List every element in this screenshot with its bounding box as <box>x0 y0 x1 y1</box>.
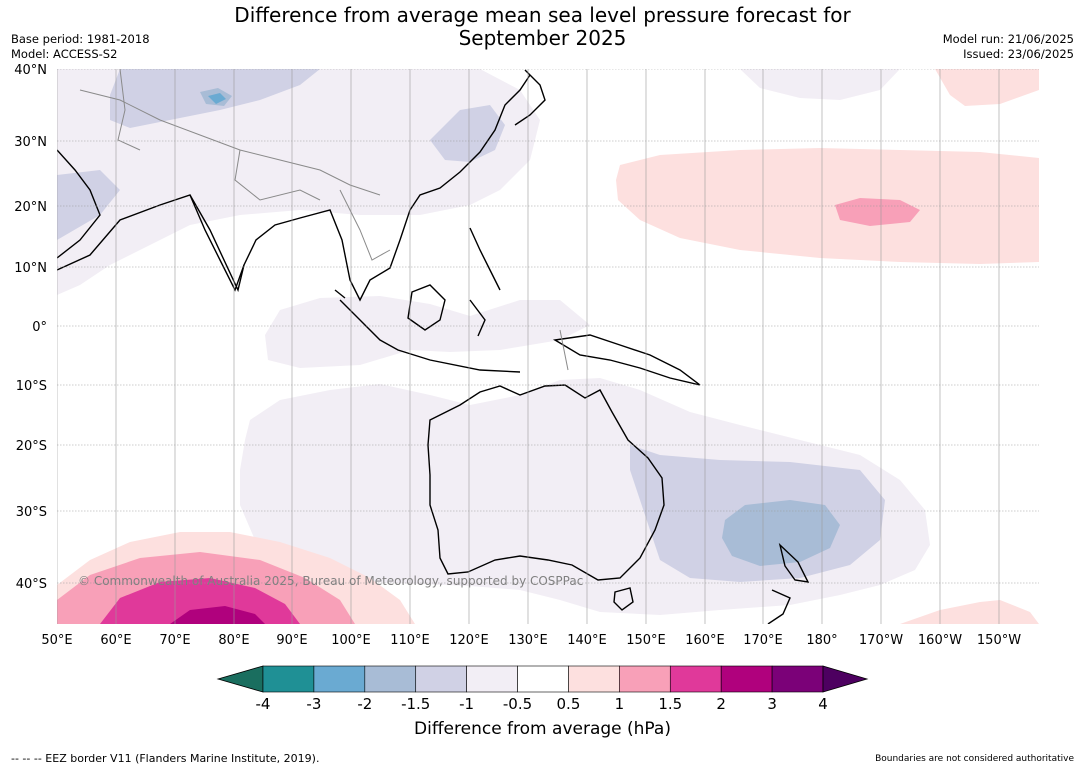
negative-anomaly-north <box>57 69 540 295</box>
colorbar-swatch <box>720 665 773 693</box>
colorbar-tick-label: 1.5 <box>658 695 682 713</box>
copyright-notice: © Commonwealth of Australia 2025, Bureau… <box>78 574 584 588</box>
colorbar: -4 -3 -2 -1.5 -1 -0.5 0.5 1 1.5 2 3 4 <box>216 665 869 713</box>
lon-label: 110°E <box>390 633 430 648</box>
colorbar-tick-label: -1.5 <box>401 695 430 713</box>
country-borders <box>79 69 569 371</box>
base-period: Base period: 1981-2018 <box>11 32 150 46</box>
colorbar-title: Difference from average (hPa) <box>414 719 671 739</box>
colorbar-swatch <box>771 665 824 693</box>
anomaly-greyblue-tasman <box>722 500 840 566</box>
colorbar-tick-label: 4 <box>818 695 828 713</box>
lon-label: 50°E <box>41 633 72 648</box>
colorbar-tick-label: -4 <box>256 695 271 713</box>
borneo-coastline <box>407 284 446 331</box>
title-line-1: Difference from average mean sea level p… <box>234 3 851 27</box>
anomaly-pink-pacific <box>835 198 920 226</box>
lon-label: 90°E <box>276 633 307 648</box>
japan-coastline <box>514 69 546 126</box>
map-panel <box>57 69 1039 624</box>
positive-anomaly-north-pacific <box>616 148 1039 264</box>
colorbar-swatch <box>313 665 366 693</box>
colorbar-tick-label: 3 <box>767 695 777 713</box>
negative-anomaly-ne-pacific <box>740 69 900 100</box>
lon-label: 100°E <box>331 633 371 648</box>
lon-label: 60°E <box>100 633 131 648</box>
colorbar-tick-label: 2 <box>716 695 726 713</box>
lon-label: 150°E <box>626 633 666 648</box>
lon-label: 160°W <box>918 633 962 648</box>
anomaly-darkmagenta-southern <box>170 606 265 624</box>
title-line-2: September 2025 <box>458 26 627 50</box>
tasmania-coastline <box>613 587 634 611</box>
map-title: Difference from average mean sea level p… <box>0 4 1085 50</box>
lat-label: 10°S <box>16 379 47 394</box>
issued-date: Issued: 23/06/2025 <box>963 47 1074 61</box>
model-run: Model run: 21/06/2025 <box>942 32 1074 46</box>
lon-label: 170°W <box>859 633 903 648</box>
positive-anomaly-se-corner <box>900 600 1039 624</box>
latitude-labels: 40°N 30°N 20°N 10°N 0° 10°S 20°S 30°S 40… <box>14 63 47 592</box>
colorbar-tick-label: -3 <box>306 695 321 713</box>
lat-label: 20°N <box>14 200 47 215</box>
lon-label: 80°E <box>218 633 249 648</box>
lat-label: 30°N <box>14 135 47 150</box>
positive-anomaly-ne-corner <box>935 69 1039 106</box>
eez-legend: -- -- -- EEZ border V11 (Flanders Marine… <box>11 752 320 765</box>
anomaly-magenta-southern <box>100 578 300 624</box>
boundary-disclaimer: Boundaries are not considered authoritat… <box>875 754 1074 764</box>
lon-label: 180° <box>806 633 837 648</box>
lat-label: 0° <box>32 320 47 335</box>
colorbar-min-arrow <box>216 665 264 693</box>
anomaly-blue-tibet <box>208 93 226 104</box>
lon-label: 140°E <box>567 633 607 648</box>
negative-anomaly-asia-pacific <box>265 296 590 368</box>
anomaly-lavender-west <box>57 170 120 240</box>
meta-left: Base period: 1981-2018 Model: ACCESS-S2 <box>11 32 150 62</box>
colorbar-swatch <box>619 665 671 693</box>
longitude-labels: 50°E 60°E 70°E 80°E 90°E 100°E 110°E 120… <box>41 633 1021 648</box>
colorbar-swatch <box>262 665 315 693</box>
colorbar-swatch <box>568 665 620 693</box>
anomaly-lavender-china <box>430 105 505 162</box>
colorbar-swatch <box>517 665 569 693</box>
lat-label: 30°S <box>16 505 47 520</box>
sumatra-java-coastline <box>334 289 521 373</box>
lat-label: 40°S <box>16 577 47 592</box>
colorbar-swatch <box>466 665 518 693</box>
india-coastline <box>189 194 245 292</box>
lon-label: 70°E <box>159 633 190 648</box>
lat-label: 10°N <box>14 261 47 276</box>
colorbar-swatch <box>669 665 722 693</box>
colorbar-tick-labels: -4 -3 -2 -1.5 -1 -0.5 0.5 1 1.5 2 3 4 <box>256 695 828 713</box>
lon-label: 160°E <box>685 633 725 648</box>
coastlines <box>57 69 810 624</box>
lat-label: 20°S <box>16 439 47 454</box>
meridians <box>57 69 1000 624</box>
lon-label: 150°W <box>977 633 1021 648</box>
lon-label: 170°E <box>743 633 783 648</box>
colorbar-tick-label: 0.5 <box>557 695 581 713</box>
colorbar-swatches <box>262 665 824 693</box>
lat-label: 40°N <box>14 63 47 78</box>
colorbar-tick-label: 1 <box>615 695 625 713</box>
colorbar-swatch <box>364 665 417 693</box>
model-name: Model: ACCESS-S2 <box>11 47 118 61</box>
colorbar-tick-label: -0.5 <box>503 695 532 713</box>
australia-coastline <box>427 384 665 581</box>
sulawesi-philippines-coastline <box>469 227 501 337</box>
colorbar-tick-label: -1 <box>459 695 474 713</box>
asia-coastline <box>57 74 531 302</box>
arabia-coastline <box>57 149 101 259</box>
new-zealand-coastline <box>767 542 810 624</box>
colorbar-swatch <box>415 665 467 693</box>
colorbar-max-arrow <box>822 665 869 693</box>
colorbar-tick-label: -2 <box>357 695 372 713</box>
lon-label: 120°E <box>449 633 489 648</box>
lon-label: 130°E <box>508 633 548 648</box>
meta-right: Model run: 21/06/2025 Issued: 23/06/2025 <box>943 32 1074 62</box>
